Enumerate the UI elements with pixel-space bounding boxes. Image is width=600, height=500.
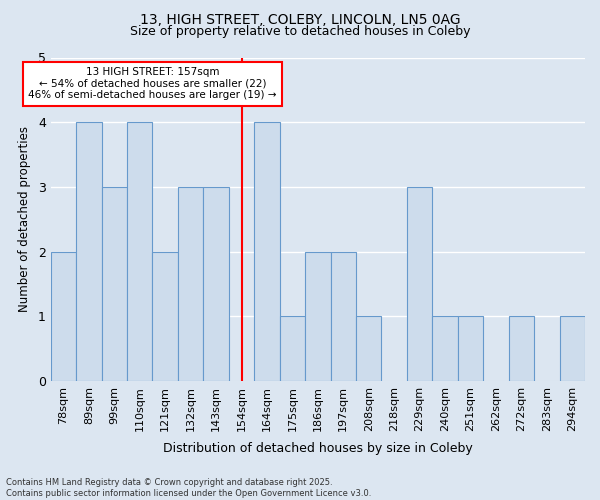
Bar bbox=[254, 122, 280, 381]
Bar bbox=[458, 316, 483, 381]
Bar bbox=[152, 252, 178, 381]
Text: 13, HIGH STREET, COLEBY, LINCOLN, LN5 0AG: 13, HIGH STREET, COLEBY, LINCOLN, LN5 0A… bbox=[140, 12, 460, 26]
Bar bbox=[178, 187, 203, 381]
Text: Contains HM Land Registry data © Crown copyright and database right 2025.
Contai: Contains HM Land Registry data © Crown c… bbox=[6, 478, 371, 498]
Bar bbox=[356, 316, 382, 381]
Bar bbox=[560, 316, 585, 381]
Bar bbox=[50, 252, 76, 381]
Bar bbox=[433, 316, 458, 381]
Bar bbox=[305, 252, 331, 381]
X-axis label: Distribution of detached houses by size in Coleby: Distribution of detached houses by size … bbox=[163, 442, 473, 455]
Text: Size of property relative to detached houses in Coleby: Size of property relative to detached ho… bbox=[130, 25, 470, 38]
Bar bbox=[509, 316, 534, 381]
Bar bbox=[127, 122, 152, 381]
Y-axis label: Number of detached properties: Number of detached properties bbox=[18, 126, 31, 312]
Bar bbox=[280, 316, 305, 381]
Text: 13 HIGH STREET: 157sqm
← 54% of detached houses are smaller (22)
46% of semi-det: 13 HIGH STREET: 157sqm ← 54% of detached… bbox=[28, 67, 277, 100]
Bar bbox=[331, 252, 356, 381]
Bar bbox=[407, 187, 433, 381]
Bar bbox=[203, 187, 229, 381]
Bar bbox=[76, 122, 101, 381]
Bar bbox=[101, 187, 127, 381]
